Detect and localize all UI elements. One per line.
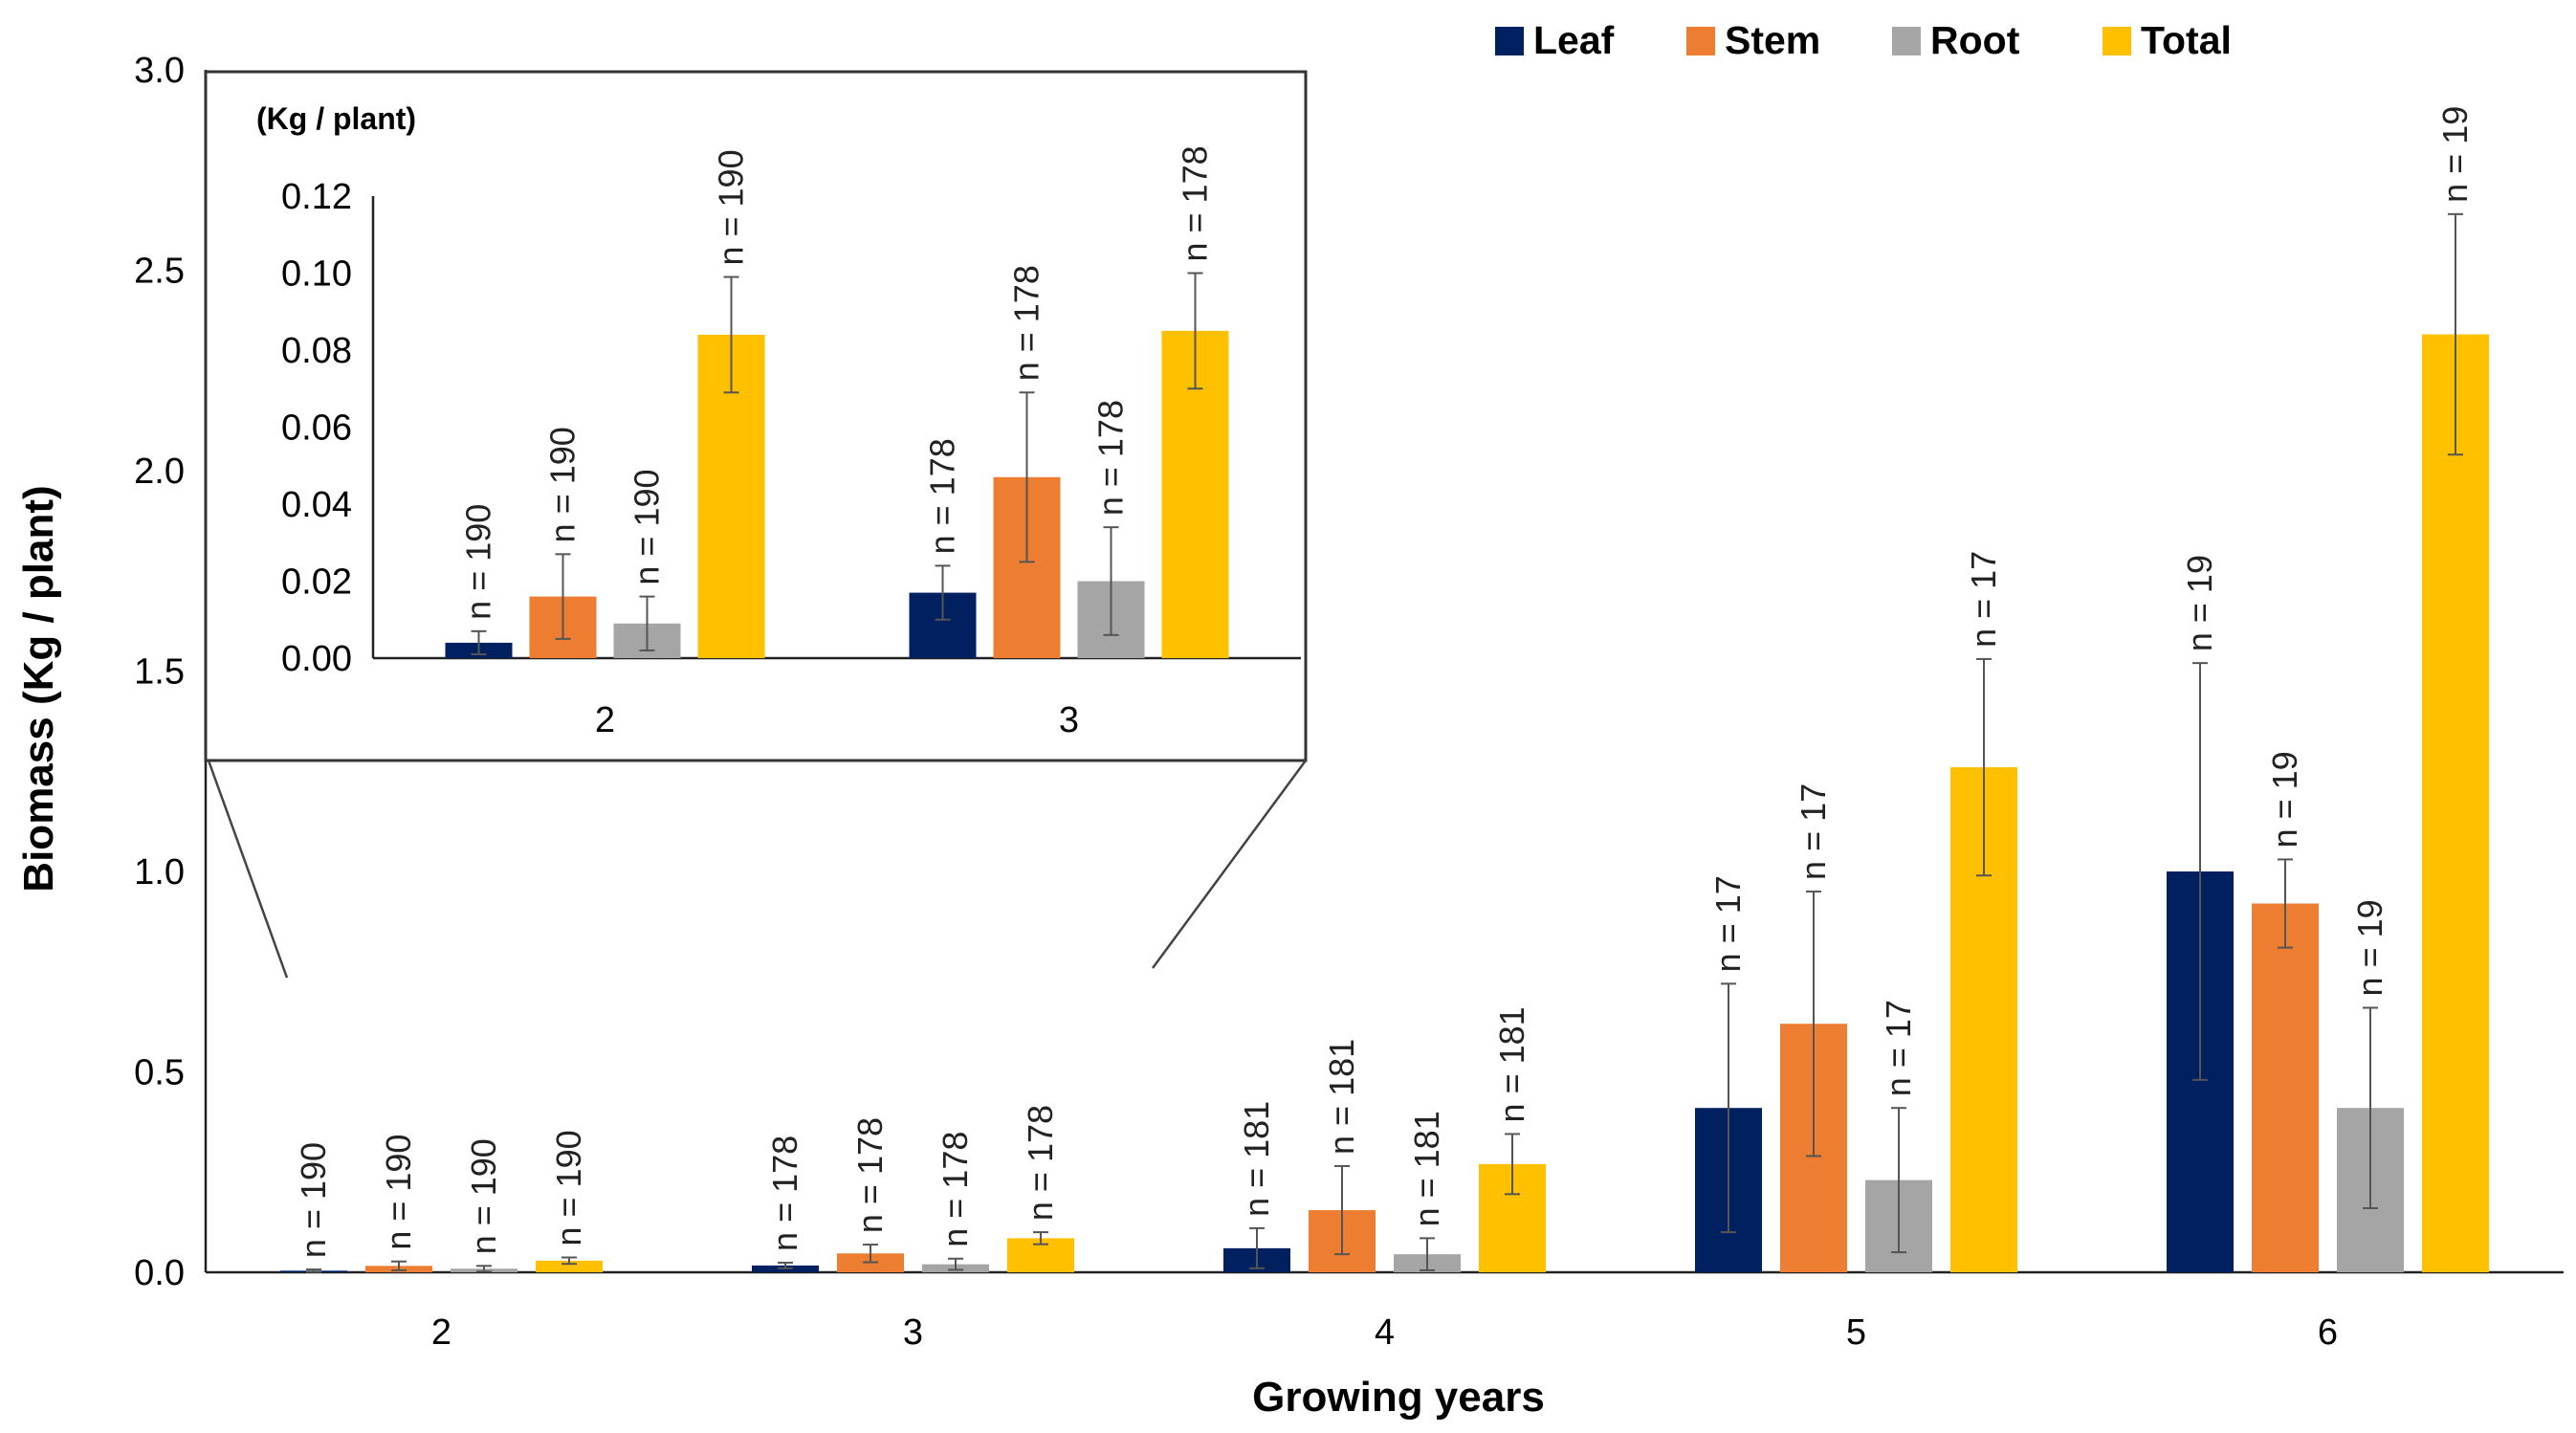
inset-plot-area: n = 190 n = 190 n = 190 n = 190 n = 178 n = 1… [445, 145, 1229, 658]
inset-y-tick-label: 0.02 [281, 562, 352, 603]
n-label: n = 17 [1964, 551, 2003, 648]
inset-n-label: n = 178 [923, 438, 962, 554]
legend-swatch-leaf [1495, 27, 1524, 55]
x-tick-label: 6 [2318, 1312, 2338, 1353]
inset-y-tick-label: 0.00 [281, 639, 352, 679]
inset-n-label: n = 190 [712, 149, 751, 265]
legend-label-total: Total [2141, 18, 2232, 62]
n-label: n = 190 [464, 1138, 503, 1254]
x-tick-label: 3 [903, 1312, 923, 1353]
n-label: n = 181 [1237, 1101, 1276, 1217]
n-label: n = 178 [1021, 1105, 1060, 1221]
n-label: n = 190 [379, 1135, 418, 1250]
inset-n-label: n = 190 [543, 427, 583, 542]
y-tick-label: 2.0 [134, 452, 185, 492]
inset-connector-left [207, 760, 289, 979]
legend-label-leaf: Leaf [1533, 18, 1615, 62]
y-tick-label: 0.5 [134, 1053, 185, 1093]
inset-connector-right [1151, 760, 1308, 969]
inset-y-tick-label: 0.04 [281, 485, 352, 525]
n-label: n = 19 [2265, 751, 2304, 848]
n-label: n = 178 [850, 1117, 890, 1233]
n-label: n = 17 [1708, 875, 1748, 972]
inset-y-axis: 0.00 0.02 0.04 0.06 0.08 0.10 0.12 [281, 177, 375, 679]
legend-label-stem: Stem [1725, 18, 1820, 62]
x-tick-label: 4 [1375, 1312, 1395, 1353]
y-tick-label: 3.0 [134, 51, 185, 91]
y-axis: 0.0 0.5 1.0 1.5 2.0 2.5 3.0 [134, 51, 208, 1293]
inset-n-label: n = 178 [1091, 400, 1131, 516]
legend-swatch-total [2103, 27, 2131, 55]
inset-unit-label: (Kg / plant) [256, 101, 416, 136]
bar-total [536, 1260, 603, 1272]
legend-swatch-root [1892, 27, 1921, 55]
inset-y-tick-label: 0.10 [281, 254, 352, 295]
y-tick-label: 2.5 [134, 252, 185, 292]
n-label: n = 19 [2350, 899, 2389, 996]
inset-y-tick-label: 0.12 [281, 177, 352, 217]
x-axis-title: Growing years [1252, 1374, 1545, 1421]
bar-stem [2252, 903, 2319, 1272]
n-label: n = 19 [2180, 555, 2219, 651]
main-plot-area: n = 190 n = 190 n = 190 n = 190 n = 178 n = 1… [280, 106, 2489, 1273]
legend-swatch-stem [1686, 27, 1715, 55]
legend-label-root: Root [1930, 18, 2020, 62]
x-axis: 2 3 4 5 6 [206, 1270, 2564, 1353]
n-label: n = 178 [765, 1135, 804, 1251]
inset-x-tick-label: 2 [595, 700, 615, 740]
y-tick-label: 1.0 [134, 852, 185, 893]
n-label: n = 190 [549, 1130, 588, 1246]
y-tick-label: 0.0 [134, 1253, 185, 1293]
y-tick-label: 1.5 [134, 652, 185, 693]
y-axis-title: Biomass (Kg / plant) [15, 485, 62, 892]
inset-n-label: n = 190 [627, 469, 667, 584]
n-label: n = 181 [1407, 1111, 1446, 1226]
x-tick-label: 5 [1846, 1312, 1866, 1353]
inset-n-label: n = 178 [1176, 145, 1215, 261]
n-label: n = 17 [1794, 783, 1833, 880]
legend: Leaf Stem Root Total [1495, 18, 2232, 62]
n-label: n = 181 [1322, 1039, 1361, 1155]
bar-total [2422, 334, 2489, 1272]
n-label: n = 181 [1492, 1006, 1531, 1122]
inset-y-tick-label: 0.08 [281, 331, 352, 371]
inset-x-tick-label: 3 [1059, 700, 1079, 740]
n-label: n = 17 [1879, 1000, 1918, 1096]
n-label: n = 190 [294, 1142, 333, 1258]
n-label: n = 178 [936, 1132, 975, 1247]
x-tick-label: 2 [431, 1312, 451, 1353]
inset-y-tick-label: 0.06 [281, 408, 352, 449]
n-label: n = 19 [2435, 106, 2475, 203]
inset-n-label: n = 190 [459, 504, 498, 620]
inset-n-label: n = 178 [1007, 265, 1046, 381]
